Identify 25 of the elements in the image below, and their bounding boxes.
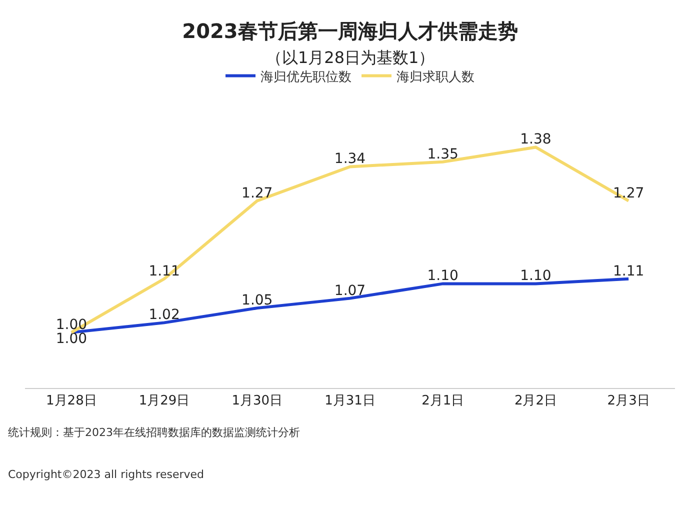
data-label: 1.35 [427,146,458,162]
x-tick-label: 1月28日 [46,394,97,409]
legend-label: 海归优先职位数 [260,70,352,85]
data-label: 1.02 [148,307,180,324]
text: 统计规则：基于2023年在线招聘数据库的数据监测统计分析 [8,426,300,439]
x-tick-label: 2月1日 [422,394,464,409]
data-label: 1.00 [56,330,88,347]
x-tick-label: 1月29日 [138,394,190,409]
data-label: 1.10 [520,268,552,284]
data-label: 1.05 [242,292,273,309]
data-label: 1.38 [520,132,552,148]
x-tick-label: 2月3日 [607,394,650,409]
data-label: 1.34 [334,151,366,168]
x-tick-label: 1月30日 [232,394,283,409]
chart-title: 2023春节后第一周海归人才供需走势 [182,18,518,43]
text: Copyright©2023 all rights reserved [8,468,204,481]
data-label: 1.11 [612,263,644,280]
data-label: 1.10 [427,268,458,284]
data-label: 1.27 [612,185,644,202]
data-label: 1.07 [334,282,366,299]
data-label: 1.27 [242,185,273,202]
x-tick-label: 1月31日 [324,394,376,409]
legend-label: 海归求职人数 [396,70,474,85]
x-tick-label: 2月2日 [514,394,557,409]
chart-subtitle: （以1月28日为基数1） [266,48,435,67]
